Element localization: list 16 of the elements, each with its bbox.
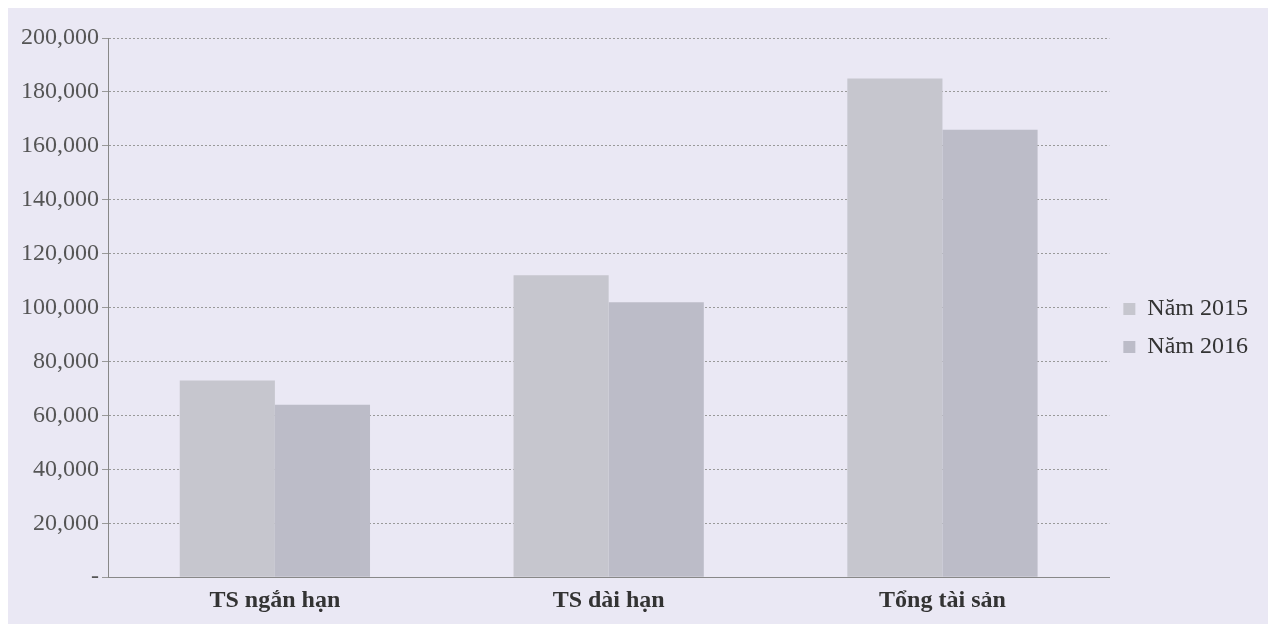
y-tick-label: 200,000	[21, 23, 99, 50]
legend-label: Năm 2016	[1147, 332, 1248, 359]
y-tick-label: 120,000	[21, 238, 99, 265]
legend-label: Năm 2015	[1147, 294, 1248, 321]
y-tick-label: 180,000	[21, 77, 99, 104]
y-tick-label: -	[91, 562, 99, 589]
y-tick-label: 40,000	[33, 454, 99, 481]
y-tick-label: 20,000	[33, 508, 99, 535]
y-tick-label: 60,000	[33, 400, 99, 427]
x-tick-label: TS ngắn hạn	[209, 585, 341, 612]
x-tick-label: Tổng tài sản	[879, 585, 1006, 612]
y-tick-label: 100,000	[21, 292, 99, 319]
y-tick-label: 160,000	[21, 131, 99, 158]
y-tick-label: 80,000	[33, 346, 99, 373]
y-tick-label: 140,000	[21, 185, 99, 212]
x-tick-label: TS dài hạn	[552, 585, 665, 612]
